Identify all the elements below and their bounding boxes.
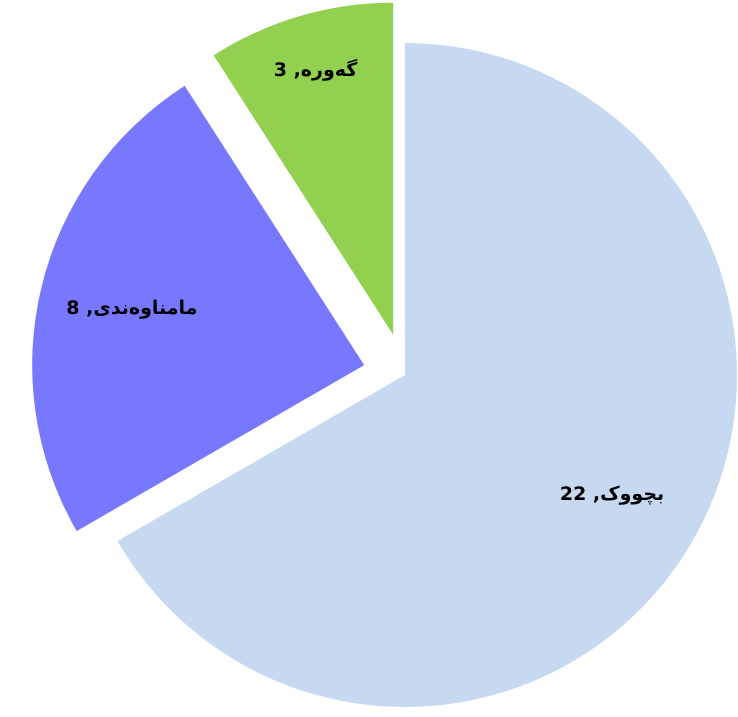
data-label: گەورە, 3 <box>274 58 359 81</box>
data-label: بچووک, 22 <box>560 483 664 505</box>
pie-slice <box>213 2 394 335</box>
pie-slice <box>32 85 365 532</box>
data-label: مامناوەندی, 8 <box>66 297 197 319</box>
pie-slice <box>117 43 737 707</box>
